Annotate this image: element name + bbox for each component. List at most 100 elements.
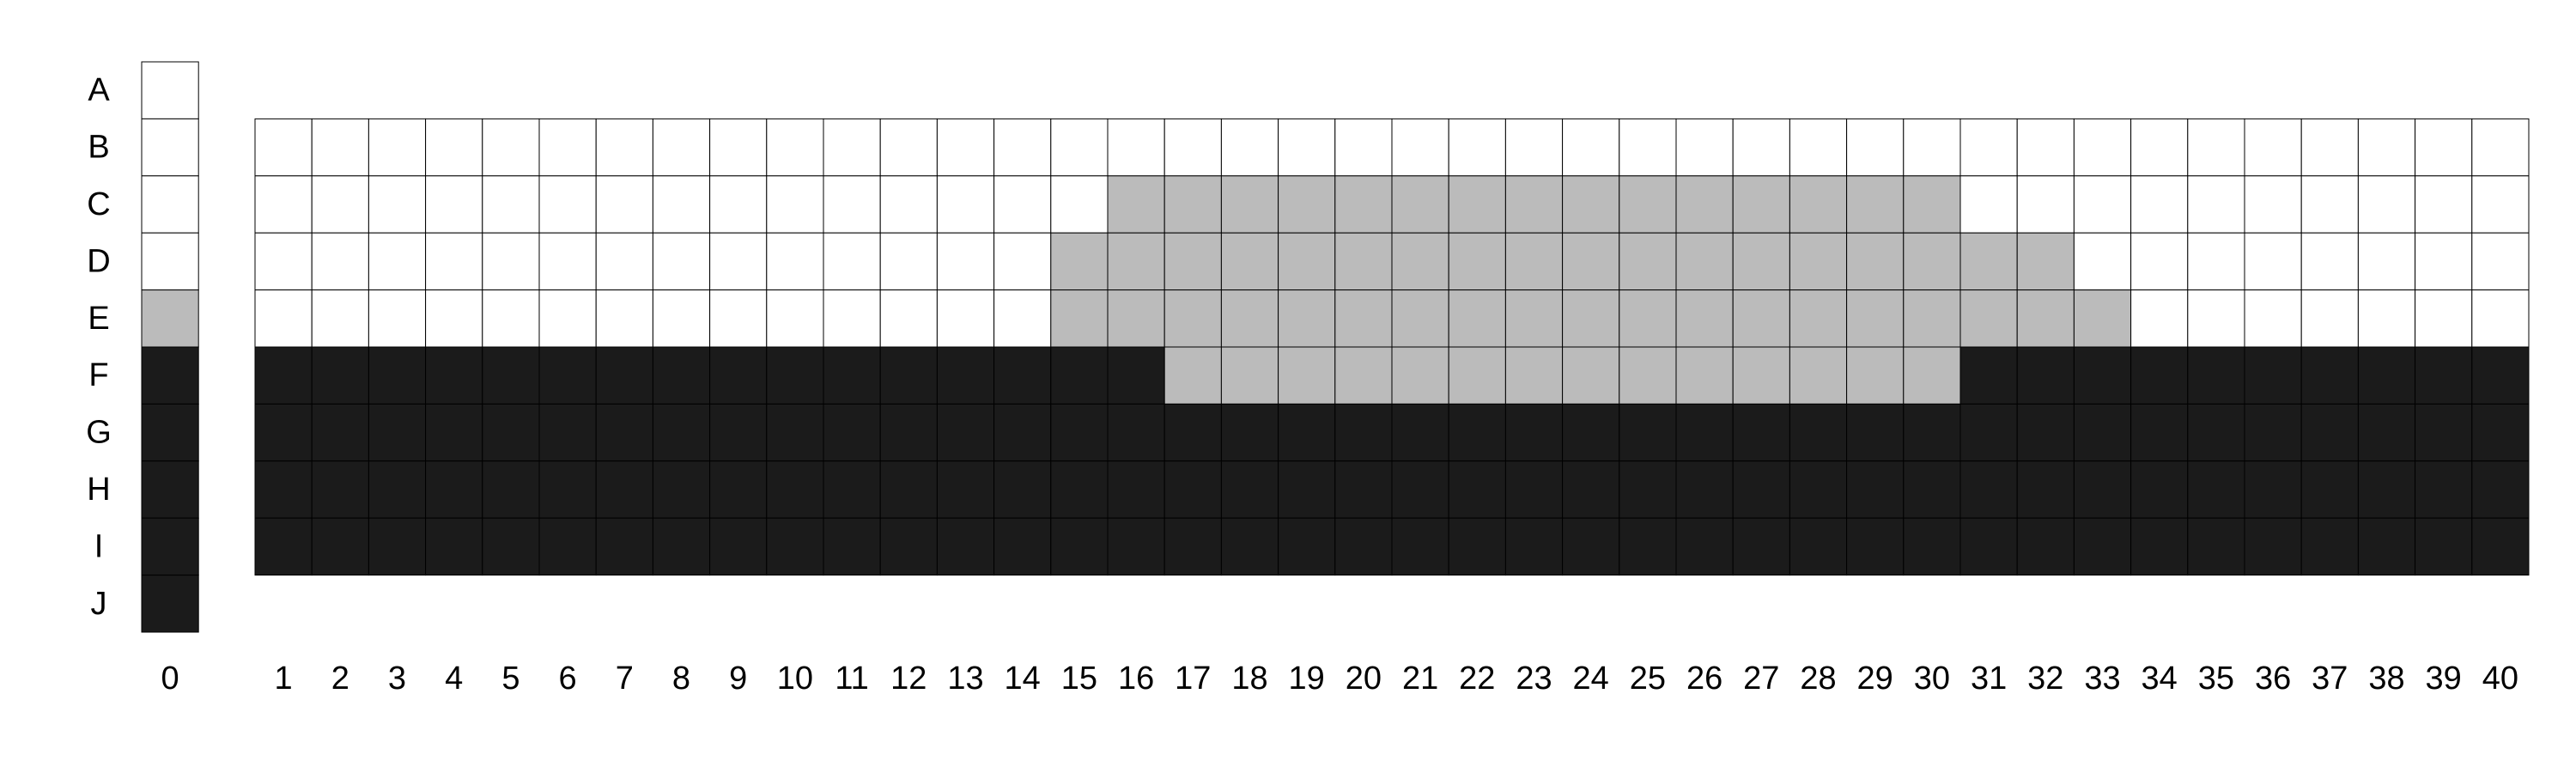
grid-cell-h-4 xyxy=(425,460,483,519)
row-label-j: J xyxy=(91,586,107,622)
grid-cell-d-18 xyxy=(1220,232,1279,291)
grid-cell-c-29 xyxy=(1846,175,1905,234)
grid-cell-e-35 xyxy=(2187,289,2245,348)
grid-cell-h-19 xyxy=(1278,460,1336,519)
column-label-31: 31 xyxy=(1971,660,2007,697)
column-label-21: 21 xyxy=(1402,660,1438,697)
grid-cell-d-19 xyxy=(1278,232,1336,291)
grid-cell-h-17 xyxy=(1163,460,1222,519)
grid-cell-i-2 xyxy=(311,517,369,576)
grid-cell-e-2 xyxy=(311,289,369,348)
column-label-35: 35 xyxy=(2198,660,2234,697)
grid-cell-h-29 xyxy=(1846,460,1905,519)
grid-cell-f-24 xyxy=(1562,346,1620,405)
column-label-25: 25 xyxy=(1630,660,1666,697)
grid-cell-h-21 xyxy=(1391,460,1449,519)
grid-cell-g-21 xyxy=(1391,403,1449,462)
grid-cell-g-17 xyxy=(1163,403,1222,462)
grid-cell-c-34 xyxy=(2130,175,2189,234)
grid-cell-g-38 xyxy=(2357,403,2416,462)
grid-cell-f-26 xyxy=(1675,346,1734,405)
grid-cell-h-32 xyxy=(2016,460,2075,519)
grid-cell-e-7 xyxy=(595,289,653,348)
grid-cell-d-9 xyxy=(709,232,768,291)
grid-cell-g-14 xyxy=(993,403,1052,462)
grid-cell-d-2 xyxy=(311,232,369,291)
grid-cell-i-4 xyxy=(425,517,483,576)
grid-cell-e-32 xyxy=(2016,289,2075,348)
grid-cell-i-28 xyxy=(1789,517,1848,576)
column-label-15: 15 xyxy=(1061,660,1097,697)
grid-cell-h-35 xyxy=(2187,460,2245,519)
column-label-5: 5 xyxy=(501,660,519,697)
grid-cell-i-21 xyxy=(1391,517,1449,576)
grid-cell-b-8 xyxy=(652,118,711,177)
grid-cell-b-20 xyxy=(1334,118,1393,177)
grid-cell-i-1 xyxy=(254,517,313,576)
grid-cell-d-25 xyxy=(1619,232,1677,291)
grid-cell-i-11 xyxy=(823,517,881,576)
grid-cell-d-15 xyxy=(1050,232,1109,291)
grid-cell-d-27 xyxy=(1732,232,1790,291)
grid-cell-d-28 xyxy=(1789,232,1848,291)
grid-cell-b-31 xyxy=(1959,118,2018,177)
grid-cell-e-17 xyxy=(1163,289,1222,348)
grid-cell-h-40 xyxy=(2471,460,2530,519)
grid-cell-g-9 xyxy=(709,403,768,462)
row-label-a: A xyxy=(88,72,110,108)
grid-cell-f-30 xyxy=(1903,346,1961,405)
grid-cell-e-21 xyxy=(1391,289,1449,348)
grid-cell-f-17 xyxy=(1163,346,1222,405)
grid-cell-g-18 xyxy=(1220,403,1279,462)
grid-cell-h-22 xyxy=(1448,460,1506,519)
grid-cell-c-8 xyxy=(652,175,711,234)
grid-cell-b-32 xyxy=(2016,118,2075,177)
grid-cell-b-18 xyxy=(1220,118,1279,177)
grid-cell-e-3 xyxy=(368,289,427,348)
grid-cell-g-22 xyxy=(1448,403,1506,462)
grid-cell-f-4 xyxy=(425,346,483,405)
grid-cell-f-28 xyxy=(1789,346,1848,405)
grid-cell-c-11 xyxy=(823,175,881,234)
grid-cell-f-6 xyxy=(538,346,597,405)
row-label-e: E xyxy=(88,301,109,337)
grid-cell-g-4 xyxy=(425,403,483,462)
grid-cell-h-12 xyxy=(879,460,938,519)
grid-cell-b-22 xyxy=(1448,118,1506,177)
grid-cell-e-33 xyxy=(2073,289,2132,348)
grid-cell-h-33 xyxy=(2073,460,2132,519)
grid-cell-c-37 xyxy=(2300,175,2359,234)
grid-cell-h-39 xyxy=(2415,460,2473,519)
grid-cell-g-12 xyxy=(879,403,938,462)
grid-cell-e-5 xyxy=(482,289,540,348)
grid-cell-h-16 xyxy=(1107,460,1165,519)
grid-cell-e-40 xyxy=(2471,289,2530,348)
grid-cell-c-27 xyxy=(1732,175,1790,234)
grid-cell-d-38 xyxy=(2357,232,2416,291)
grid-cell-f-3 xyxy=(368,346,427,405)
column-label-13: 13 xyxy=(947,660,983,697)
row-label-c: C xyxy=(87,186,110,222)
column-label-32: 32 xyxy=(2027,660,2063,697)
grid-cell-i-20 xyxy=(1334,517,1393,576)
grid-cell-g-40 xyxy=(2471,403,2530,462)
grid-cell-e-16 xyxy=(1107,289,1165,348)
column-label-7: 7 xyxy=(616,660,634,697)
grid-cell-c-36 xyxy=(2244,175,2302,234)
column-label-18: 18 xyxy=(1231,660,1267,697)
grid-cell-c-38 xyxy=(2357,175,2416,234)
grid-cell-h-8 xyxy=(652,460,711,519)
grid-cell-e-25 xyxy=(1619,289,1677,348)
grid-cell-g-11 xyxy=(823,403,881,462)
grid-cell-g-33 xyxy=(2073,403,2132,462)
column-label-10: 10 xyxy=(777,660,813,697)
column-label-19: 19 xyxy=(1289,660,1325,697)
grid-cell-e-8 xyxy=(652,289,711,348)
grid-cell-b-5 xyxy=(482,118,540,177)
grid-cell-c-25 xyxy=(1619,175,1677,234)
grid-cell-c-21 xyxy=(1391,175,1449,234)
grid-cell-h-36 xyxy=(2244,460,2302,519)
grid-cell-e-9 xyxy=(709,289,768,348)
grid-cell-g-1 xyxy=(254,403,313,462)
grid-cell-h-31 xyxy=(1959,460,2018,519)
